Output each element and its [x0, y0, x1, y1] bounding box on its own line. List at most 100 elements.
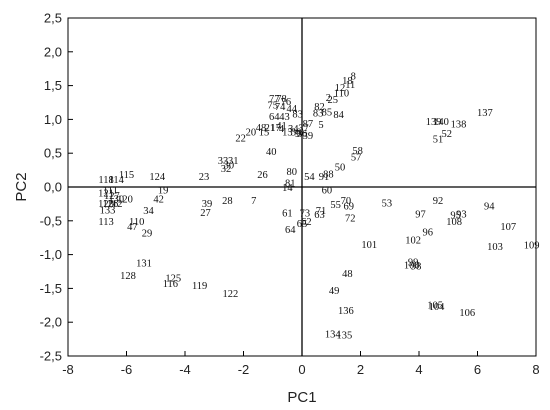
- x-tick-label: 6: [474, 362, 481, 377]
- point-label: 138: [451, 119, 467, 130]
- x-tick-label: -2: [238, 362, 250, 377]
- point-label: 34: [288, 124, 299, 135]
- point-label: 94: [484, 201, 495, 212]
- point-label: 133: [100, 205, 116, 216]
- point-label: 42: [153, 194, 164, 205]
- y-tick-label: -2,0: [40, 315, 62, 330]
- y-tick-label: 2,0: [44, 44, 62, 59]
- point-label: 82: [314, 102, 325, 113]
- point-label: 107: [500, 222, 516, 233]
- point-label: 124: [149, 172, 166, 183]
- point-label: 64: [285, 225, 296, 236]
- x-tick-label: -4: [179, 362, 191, 377]
- point-label: 38: [291, 128, 302, 139]
- point-label: 58: [352, 146, 363, 157]
- point-label: 61: [282, 209, 293, 220]
- point-label: 21: [265, 123, 276, 134]
- point-label: 87: [303, 119, 314, 130]
- point-label: 60: [322, 186, 333, 197]
- point-label: 17: [270, 123, 281, 134]
- point-label: 126: [103, 199, 119, 210]
- point-label: 44: [287, 104, 298, 115]
- point-label: 36: [297, 129, 308, 140]
- y-tick-label: 2,5: [44, 11, 62, 26]
- point-label: 127: [104, 191, 120, 202]
- point-label: 136: [338, 306, 354, 317]
- point-label: 55: [330, 200, 341, 211]
- point-label: 14: [282, 183, 293, 194]
- point-label: 134: [325, 330, 342, 341]
- point-label: 31: [228, 156, 239, 167]
- point-label: 53: [382, 199, 393, 210]
- point-label: 33: [218, 156, 229, 167]
- point-label: 81: [285, 178, 296, 189]
- point-label: 9: [295, 129, 300, 140]
- point-label: 88: [323, 169, 334, 180]
- point-label: 140: [433, 117, 449, 128]
- point-label: 27: [200, 208, 211, 219]
- point-label: 120: [117, 194, 133, 205]
- point-label: 75: [268, 101, 279, 112]
- point-label: 29: [142, 228, 153, 239]
- x-tick-label: 2: [357, 362, 364, 377]
- point-label: 111: [103, 186, 118, 197]
- point-label: 52: [442, 129, 453, 140]
- y-tick-label: -2,5: [40, 349, 62, 364]
- point-label: 62: [301, 217, 312, 228]
- point-label: 54: [304, 172, 315, 183]
- point-label: 131: [136, 259, 152, 270]
- point-label: 125: [165, 274, 181, 285]
- y-tick-label: -0,5: [40, 213, 62, 228]
- point-label: 43: [279, 112, 290, 123]
- y-tick-label: -1,5: [40, 281, 62, 296]
- point-label: 4: [279, 124, 285, 135]
- point-label: 99: [408, 257, 419, 268]
- point-label: 37: [298, 124, 309, 135]
- point-label: 34: [143, 206, 154, 217]
- point-label: 57: [351, 153, 362, 164]
- point-label: 12: [335, 83, 346, 94]
- point-label: 72: [345, 213, 356, 224]
- point-label: 69: [344, 201, 355, 212]
- point-label: 39: [303, 131, 314, 142]
- point-label: 74: [275, 102, 286, 113]
- point-label: 8: [351, 71, 356, 82]
- point-label: 123: [98, 199, 114, 210]
- point-label: 2: [326, 93, 331, 104]
- point-label: 48: [256, 123, 267, 134]
- point-label: 76: [281, 97, 292, 108]
- point-label: 49: [329, 286, 340, 297]
- point-label: 121: [98, 188, 114, 199]
- point-label: 70: [341, 196, 352, 207]
- zero-reference-lines: [68, 18, 536, 356]
- point-label: 91: [319, 172, 330, 183]
- point-label: 92: [433, 196, 444, 207]
- point-label: 7: [251, 196, 256, 207]
- point-label: 51: [433, 134, 444, 145]
- point-label: 15: [259, 128, 270, 139]
- point-label: 115: [119, 170, 134, 181]
- point-label: 114: [109, 175, 125, 186]
- point-label: 77: [269, 94, 280, 105]
- x-axis-title: PC1: [287, 389, 316, 406]
- point-label: 25: [327, 95, 338, 106]
- point-label: 83: [292, 109, 303, 120]
- point-label: 110: [334, 88, 349, 99]
- x-tick-label: 0: [298, 362, 305, 377]
- point-label: 20: [246, 128, 257, 139]
- point-label: 63: [314, 210, 325, 221]
- point-label: 112: [107, 199, 122, 210]
- point-label: 13: [282, 128, 293, 139]
- point-label: 84: [333, 110, 344, 121]
- point-label: 28: [222, 196, 233, 207]
- point-label: 83: [313, 109, 324, 120]
- point-label: 73: [300, 209, 311, 220]
- point-label: 40: [266, 147, 277, 158]
- point-label: 102: [405, 236, 421, 247]
- point-label: 105: [427, 301, 443, 312]
- x-tick-label: 8: [532, 362, 539, 377]
- point-label: 98: [411, 261, 422, 272]
- point-label: 128: [120, 271, 136, 282]
- point-label: 47: [127, 222, 138, 233]
